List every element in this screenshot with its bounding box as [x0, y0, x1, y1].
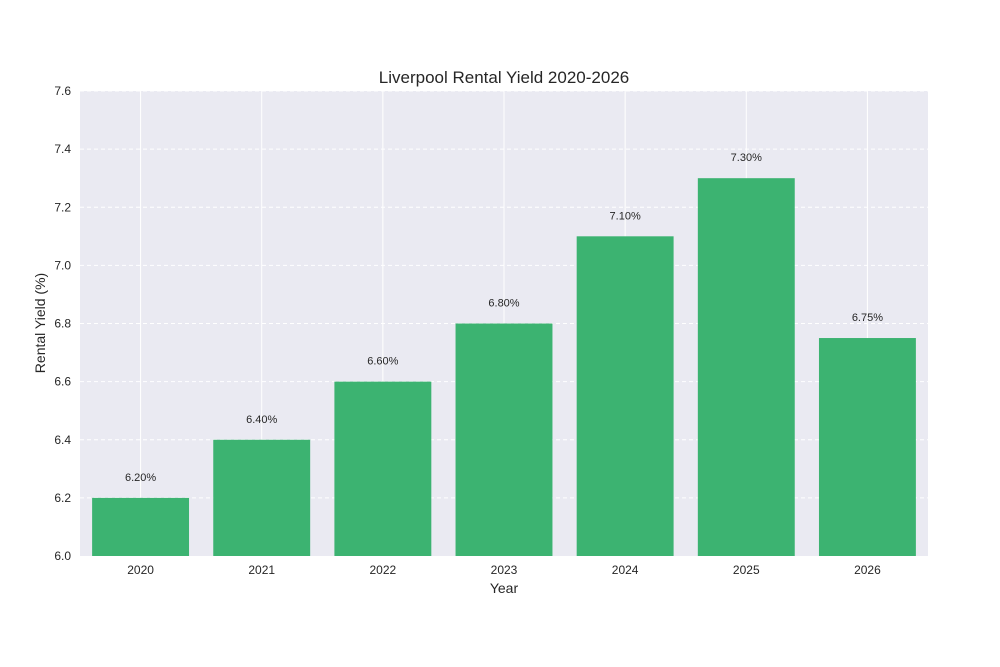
x-tick-label: 2026	[854, 563, 881, 577]
x-tick-label: 2020	[127, 563, 154, 577]
y-tick-label: 7.0	[54, 258, 71, 272]
y-tick-label: 7.2	[54, 200, 71, 214]
bar-2025	[697, 178, 795, 556]
data-labels: 6.20% 6.40% 6.60% 6.80% 7.10% 7.30% 6.75%	[125, 152, 883, 484]
y-tick-label: 6.0	[54, 549, 71, 563]
y-tick-label: 6.4	[54, 433, 71, 447]
bar-2022	[334, 381, 432, 556]
x-tick-label: 2025	[733, 563, 760, 577]
bar-2020	[92, 497, 190, 556]
bar-2023	[455, 323, 553, 556]
data-label-2024: 7.10%	[610, 210, 641, 222]
y-tick-label: 6.8	[54, 317, 71, 331]
chart-title: Liverpool Rental Yield 2020-2026	[379, 68, 629, 87]
y-axis-ticks: 6.0 6.2 6.4 6.6 6.8 7.0 7.2 7.4 7.6	[54, 84, 71, 563]
y-tick-label: 7.4	[54, 142, 71, 156]
bars	[92, 178, 916, 556]
data-label-2023: 6.80%	[488, 298, 519, 310]
x-axis-label: Year	[490, 580, 519, 596]
data-label-2026: 6.75%	[852, 312, 883, 324]
bar-2024	[576, 236, 674, 556]
y-tick-label: 6.2	[54, 491, 71, 505]
y-tick-label: 6.6	[54, 375, 71, 389]
data-label-2020: 6.20%	[125, 472, 156, 484]
x-tick-label: 2021	[248, 563, 275, 577]
x-tick-label: 2022	[370, 563, 397, 577]
data-label-2025: 7.30%	[731, 152, 762, 164]
bar-2026	[818, 338, 916, 556]
data-label-2021: 6.40%	[246, 414, 277, 426]
bar-2021	[213, 439, 311, 556]
x-tick-label: 2023	[491, 563, 518, 577]
y-tick-label: 7.6	[54, 84, 71, 98]
data-label-2022: 6.60%	[367, 356, 398, 368]
x-axis-ticks: 2020 2021 2022 2023 2024 2025 2026	[127, 563, 881, 577]
y-axis-label: Rental Yield (%)	[32, 273, 48, 373]
x-tick-label: 2024	[612, 563, 639, 577]
